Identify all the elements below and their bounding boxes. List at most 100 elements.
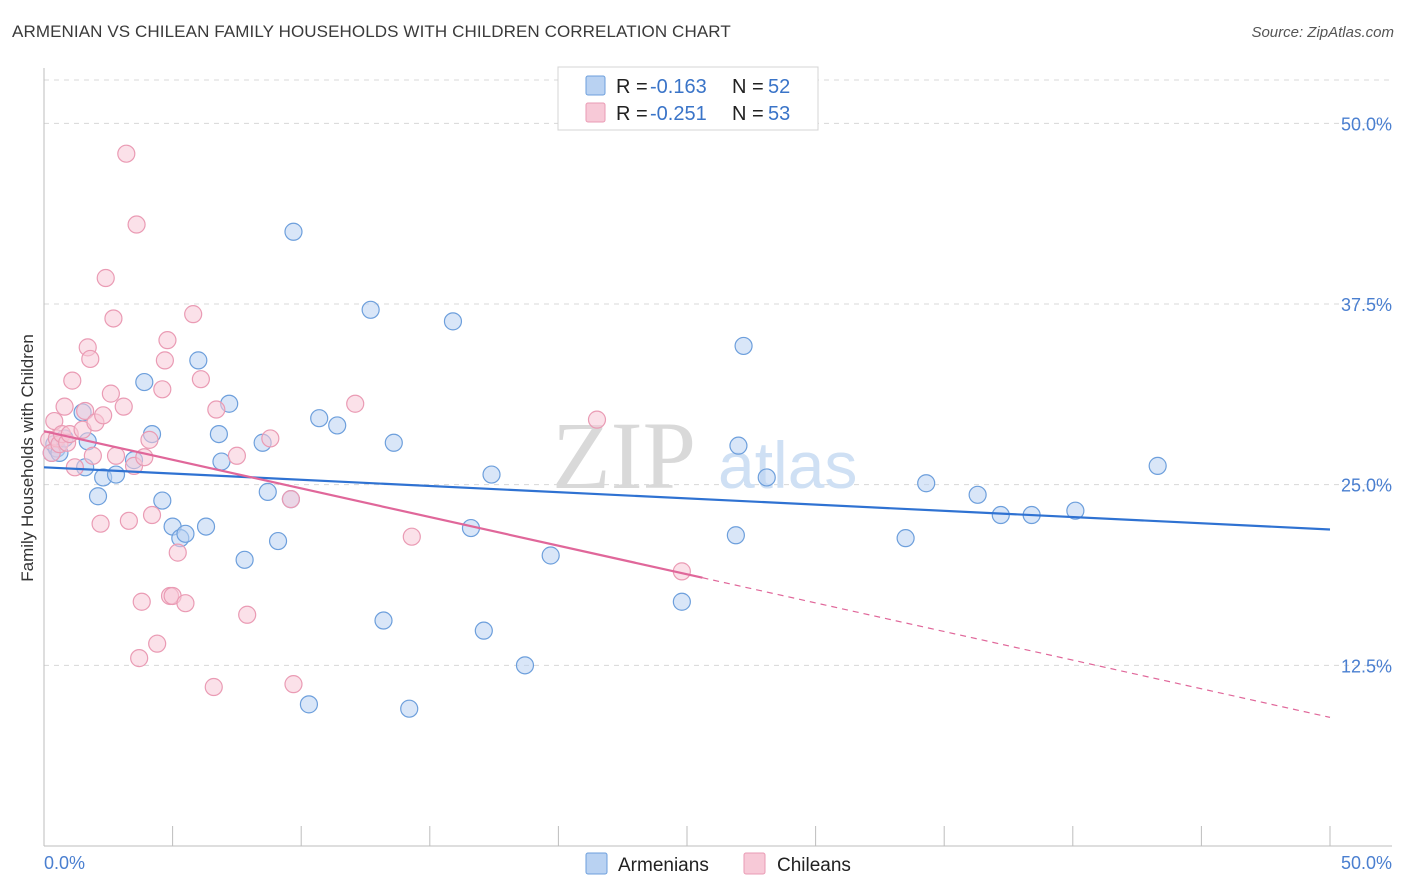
bottom-legend-label-chileans: Chileans	[777, 855, 851, 876]
chilean-point	[284, 675, 303, 694]
armenians-trend-line	[43, 466, 1331, 531]
source-label: Source: ZipAtlas.com	[1251, 24, 1394, 41]
chileans-points	[40, 144, 691, 697]
legend-r-label-armenians: R =	[616, 76, 648, 98]
armenian-point	[917, 474, 936, 493]
armenian-point	[672, 592, 691, 611]
legend-swatch-armenians	[585, 75, 606, 96]
chilean-point	[142, 505, 162, 525]
armenian-point	[88, 487, 108, 506]
armenian-point	[968, 485, 987, 504]
chilean-point	[148, 634, 167, 653]
chilean-point	[106, 446, 126, 465]
armenian-point	[757, 468, 776, 487]
y-tick-labels: 12.5% 25.0% 37.5% 50.0%	[1341, 114, 1392, 676]
chilean-point	[402, 527, 421, 546]
chilean-point	[227, 446, 246, 465]
legend-n-label-armenians: N =	[732, 76, 764, 98]
armenian-point	[196, 517, 216, 536]
y-tick-label: 25.0%	[1341, 476, 1392, 496]
armenian-point	[135, 372, 154, 392]
armenian-point	[726, 526, 745, 545]
chilean-point	[76, 401, 95, 421]
chilean-point	[81, 349, 100, 369]
chilean-point	[83, 446, 102, 465]
chilean-point	[168, 543, 187, 562]
chilean-point	[176, 594, 195, 613]
chileans-trend-line	[43, 430, 703, 579]
bottom-legend-swatch-chileans	[743, 852, 766, 875]
trend-lines	[43, 430, 1331, 718]
chilean-point	[261, 429, 280, 448]
legend-r-value-chileans: -0.251	[650, 103, 707, 125]
chilean-point	[104, 309, 123, 328]
chilean-point	[207, 400, 226, 419]
y-tick-label: 50.0%	[1341, 114, 1392, 134]
armenians-points	[42, 222, 1167, 718]
armenian-point	[235, 550, 254, 569]
armenian-point	[299, 695, 319, 714]
chilean-point	[155, 351, 174, 370]
chilean-point	[130, 649, 149, 668]
chilean-point	[65, 458, 84, 477]
chilean-point	[91, 514, 110, 533]
chilean-point	[117, 144, 136, 163]
armenian-point	[896, 529, 915, 548]
legend-n-value-chileans: 53	[768, 103, 790, 125]
bottom-legend-swatch-armenians	[585, 852, 608, 875]
chilean-point	[132, 592, 151, 611]
legend-r-label-chileans: R =	[616, 103, 648, 125]
armenian-point	[384, 433, 403, 452]
armenian-point	[400, 699, 419, 718]
armenian-point	[153, 491, 172, 510]
armenian-point	[212, 452, 231, 471]
armenian-point	[176, 524, 195, 543]
chilean-point	[96, 268, 115, 288]
chilean-point	[94, 406, 113, 425]
armenian-point	[310, 409, 329, 428]
chileans-trend-line-extension	[702, 577, 1331, 718]
armenian-point	[106, 465, 126, 484]
armenian-point	[328, 416, 347, 435]
armenian-point	[729, 436, 748, 455]
chilean-point	[140, 430, 159, 449]
stats-legend: R = -0.163 N = 52 R = -0.251 N = 53	[557, 66, 819, 131]
legend-n-label-chileans: N =	[732, 103, 764, 125]
armenian-point	[374, 611, 393, 630]
armenian-point	[474, 621, 493, 640]
armenian-point	[443, 312, 463, 331]
armenian-point	[991, 505, 1010, 525]
armenian-point	[1148, 456, 1167, 475]
armenian-point	[268, 531, 288, 551]
y-tick-label: 37.5%	[1341, 295, 1392, 315]
chilean-point	[101, 384, 120, 403]
watermark-zip: ZIP	[552, 402, 696, 509]
armenian-point	[361, 300, 380, 319]
chart-title: ARMENIAN VS CHILEAN FAMILY HOUSEHOLDS WI…	[12, 22, 731, 41]
chilean-point	[184, 305, 203, 324]
armenian-point	[734, 336, 753, 356]
legend-swatch-chileans	[585, 102, 606, 123]
armenian-point	[1066, 501, 1085, 520]
armenian-point	[515, 656, 535, 675]
chilean-point	[191, 370, 210, 389]
chilean-point	[114, 397, 133, 416]
chilean-point	[63, 371, 82, 390]
chilean-point	[204, 677, 223, 697]
x-axis-ticks	[43, 826, 1331, 846]
chilean-point	[281, 490, 301, 509]
chilean-point	[127, 215, 146, 234]
chilean-point	[55, 397, 74, 416]
y-tick-label: 12.5%	[1341, 656, 1392, 676]
legend-r-value-armenians: -0.163	[650, 76, 707, 98]
y-axis-title: Family Households with Children	[18, 334, 37, 582]
chilean-point	[238, 605, 257, 624]
chilean-point	[158, 331, 177, 350]
armenian-point	[258, 482, 277, 502]
bottom-legend-label-armenians: Armenians	[618, 855, 709, 876]
armenian-point	[189, 351, 208, 370]
x-tick-label-max: 50.0%	[1341, 853, 1392, 873]
chilean-point	[346, 394, 365, 413]
legend-n-value-armenians: 52	[768, 76, 790, 98]
